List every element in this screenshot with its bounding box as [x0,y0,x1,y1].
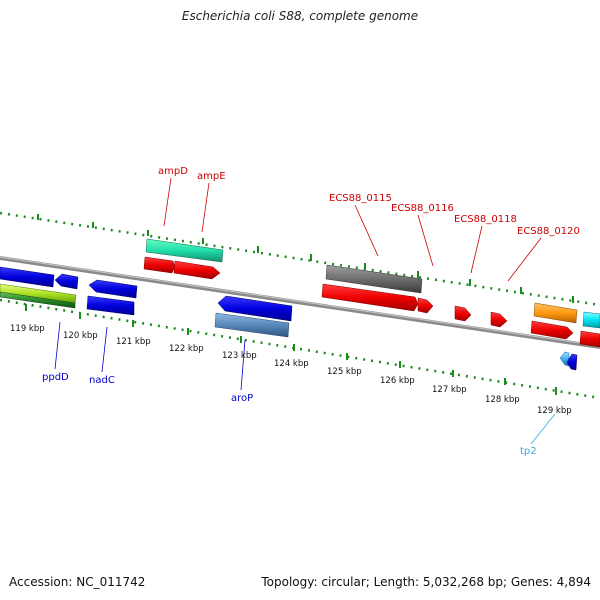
gene-arrow[interactable] [530,320,574,340]
gene-feature[interactable] [325,264,423,294]
scale-label: 121 kbp [116,337,151,347]
gene-feature[interactable] [533,302,578,324]
gene-arrow[interactable] [559,351,570,367]
callout-line [201,182,210,233]
gene-arrow[interactable] [217,295,293,322]
scale-label: 123 kbp [222,351,257,361]
callout-line [54,321,61,370]
scale-label: 128 kbp [485,395,520,405]
genome-backbone [0,256,600,349]
gene-label-ECS88_0115[interactable]: ECS88_0115 [329,193,392,204]
gene-label-ECS88_0118[interactable]: ECS88_0118 [454,214,517,225]
scale-label: 120 kbp [63,331,98,341]
gene-feature[interactable] [86,295,135,316]
callout-line [507,237,542,282]
genome-summary-text: Topology: circular; Length: 5,032,268 bp… [261,575,591,589]
callout-line [101,326,108,373]
gene-arrow[interactable] [579,330,600,348]
scale-label: 126 kbp [380,376,415,386]
gene-arrow[interactable] [566,353,578,371]
gene-label-ppdD[interactable]: ppdD [42,372,69,383]
gene-feature[interactable] [214,312,290,338]
gene-arrow[interactable] [88,279,138,299]
genome-title: Escherichia coli S88, complete genome [181,9,419,23]
gene-label-ampE[interactable]: ampE [197,171,226,182]
gene-arrow[interactable] [143,256,176,274]
gene-arrow[interactable] [417,297,434,314]
gene-label-aroP[interactable]: aroP [231,393,253,404]
gene-label-tp2[interactable]: tp2 [520,446,537,457]
callout-line [163,177,172,227]
callout-line [530,413,556,445]
callout-line [470,225,483,274]
gene-arrow[interactable] [54,273,79,290]
callout-line [354,204,379,257]
scale-label: 122 kbp [169,344,204,354]
callout-line [240,339,246,391]
gene-arrow[interactable] [454,305,472,322]
gene-feature[interactable] [145,238,224,263]
accession-text: Accession: NC_011742 [9,575,146,589]
gene-label-ECS88_0120[interactable]: ECS88_0120 [517,226,580,237]
gene-feature[interactable] [0,291,76,309]
scale-label: 124 kbp [274,359,309,369]
gene-feature[interactable] [582,311,600,329]
gene-label-nadC[interactable]: nadC [89,375,115,386]
gene-arrow[interactable] [173,260,221,280]
reverse-major-ticks [25,304,557,395]
forward-major-ticks [37,214,574,303]
gene-arrow[interactable] [0,266,55,288]
scale-label: 129 kbp [537,406,572,416]
forward-tick-track [0,211,600,307]
scale-label: 119 kbp [10,324,45,334]
scale-label: 125 kbp [327,367,362,377]
callout-line [417,214,434,267]
gene-arrow[interactable] [490,311,508,328]
gene-labels: ampD ampE ECS88_0115 ECS88_0116 ECS88_01… [42,166,580,457]
gene-label-ampD[interactable]: ampD [158,166,188,177]
gene-label-ECS88_0116[interactable]: ECS88_0116 [391,203,454,214]
scale-labels: 119 kbp 120 kbp 121 kbp 122 kbp 123 kbp … [10,324,572,416]
gene-arrow[interactable] [321,283,419,312]
scale-label: 127 kbp [432,385,467,395]
